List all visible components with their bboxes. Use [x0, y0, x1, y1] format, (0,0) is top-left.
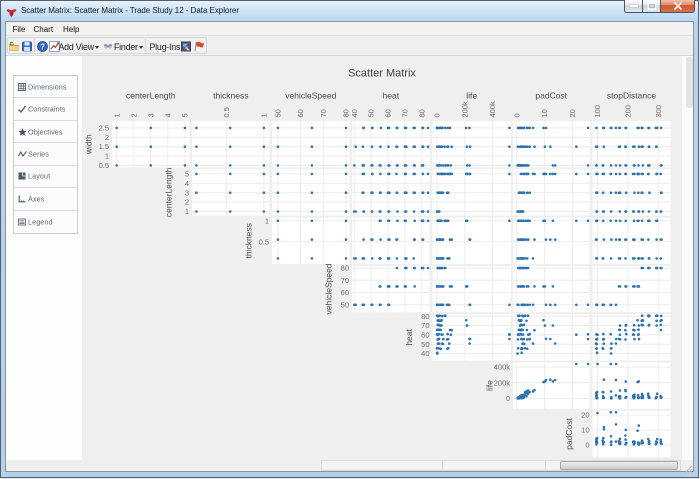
- svg-text:100: 100: [593, 105, 602, 118]
- svg-text:50: 50: [274, 109, 283, 117]
- svg-text:5: 5: [185, 170, 189, 179]
- svg-text:life: life: [485, 380, 495, 391]
- svg-text:thickness: thickness: [213, 91, 248, 101]
- svg-text:60: 60: [296, 109, 305, 117]
- svg-text:60: 60: [341, 288, 349, 297]
- svg-text:2: 2: [129, 113, 138, 117]
- svg-text:0.5: 0.5: [259, 237, 269, 246]
- svg-text:2: 2: [185, 198, 189, 207]
- svg-text:200: 200: [624, 105, 633, 118]
- svg-text:heat: heat: [404, 328, 414, 345]
- svg-text:vehicleSpeed: vehicleSpeed: [324, 263, 334, 314]
- svg-text:60: 60: [421, 331, 429, 340]
- svg-text:300: 300: [654, 105, 663, 118]
- svg-text:0: 0: [506, 394, 510, 403]
- svg-text:400k: 400k: [488, 101, 497, 118]
- svg-text:20: 20: [568, 109, 577, 117]
- svg-text:10: 10: [540, 109, 549, 117]
- svg-text:1: 1: [105, 152, 109, 161]
- svg-text:200k: 200k: [494, 378, 511, 387]
- svg-text:0.5: 0.5: [99, 161, 109, 170]
- svg-text:60: 60: [384, 109, 393, 117]
- svg-text:padCost: padCost: [564, 418, 574, 450]
- svg-text:1.5: 1.5: [99, 142, 109, 151]
- svg-text:1: 1: [185, 207, 189, 216]
- svg-text:40: 40: [350, 109, 359, 117]
- svg-text:20: 20: [581, 411, 589, 420]
- svg-text:200k: 200k: [460, 101, 469, 118]
- svg-text:width: width: [84, 134, 94, 155]
- svg-text:4: 4: [185, 179, 189, 188]
- svg-text:life: life: [466, 91, 477, 101]
- svg-text:10: 10: [581, 426, 589, 435]
- svg-text:stopDistance: stopDistance: [607, 91, 656, 101]
- svg-text:heat: heat: [383, 91, 400, 101]
- svg-text:50: 50: [367, 109, 376, 117]
- svg-text:40: 40: [421, 349, 429, 358]
- svg-text:80: 80: [417, 109, 426, 117]
- svg-text:70: 70: [421, 321, 429, 330]
- svg-text:0: 0: [585, 441, 589, 450]
- svg-text:3: 3: [185, 188, 189, 197]
- svg-text:4: 4: [163, 113, 172, 117]
- svg-text:400k: 400k: [494, 363, 511, 372]
- svg-text:80: 80: [341, 264, 349, 273]
- svg-text:vehicleSpeed: vehicleSpeed: [285, 91, 336, 101]
- svg-text:1: 1: [112, 113, 121, 117]
- svg-text:0: 0: [512, 113, 521, 117]
- svg-text:centerLength: centerLength: [164, 167, 174, 217]
- svg-text:centerLength: centerLength: [126, 91, 176, 101]
- svg-text:50: 50: [341, 300, 349, 309]
- svg-text:70: 70: [401, 109, 410, 117]
- svg-text:2: 2: [105, 133, 109, 142]
- svg-text:3: 3: [146, 113, 155, 117]
- svg-text:80: 80: [421, 312, 429, 321]
- svg-text:0: 0: [433, 113, 442, 117]
- svg-text:80: 80: [342, 109, 351, 117]
- svg-text:0.5: 0.5: [222, 107, 231, 117]
- svg-text:Scatter Matrix: Scatter Matrix: [348, 68, 416, 80]
- svg-text:70: 70: [319, 109, 328, 117]
- svg-text:5: 5: [181, 113, 190, 117]
- svg-text:thickness: thickness: [244, 223, 254, 258]
- svg-text:70: 70: [341, 276, 349, 285]
- svg-text:50: 50: [421, 340, 429, 349]
- svg-text:2.5: 2.5: [99, 124, 109, 133]
- svg-text:1: 1: [260, 113, 269, 117]
- svg-text:?: ?: [40, 42, 45, 51]
- svg-text:padCost: padCost: [535, 91, 567, 101]
- svg-text:1: 1: [265, 216, 269, 225]
